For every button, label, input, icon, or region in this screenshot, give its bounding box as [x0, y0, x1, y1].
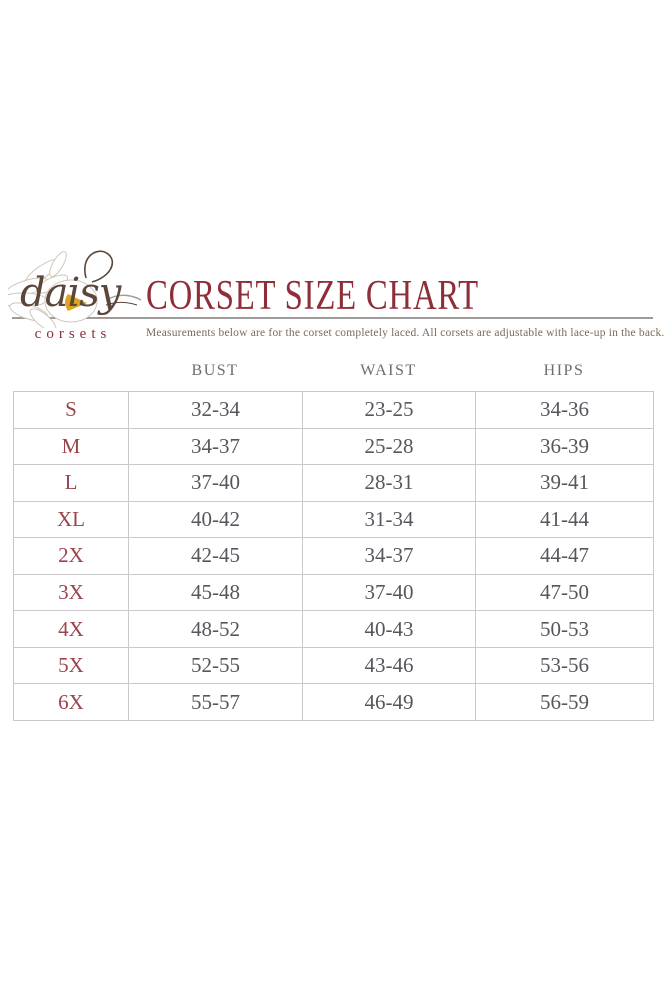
table-row: 4X 48-52 40-43 50-53 [13, 610, 654, 648]
waist-value: 40-43 [302, 610, 476, 648]
waist-value: 25-28 [302, 427, 476, 466]
bust-value: 34-37 [128, 427, 303, 466]
table-row: 2X 42-45 34-37 44-47 [13, 537, 654, 575]
table-column-headers: BUST WAIST HIPS [13, 362, 653, 380]
hips-value: 47-50 [475, 573, 654, 612]
column-header-waist: WAIST [360, 362, 417, 379]
waist-value: 46-49 [302, 683, 476, 721]
logo-corsets-text: corsets [34, 326, 112, 342]
column-header-bust: BUST [191, 362, 239, 379]
waist-value: 31-34 [302, 500, 476, 539]
size-label: 5X [13, 646, 129, 685]
size-column-spacer [13, 362, 128, 380]
size-chart-table: S 32-34 23-25 34-36 M 34-37 25-28 36-39 L 37-40 28… [13, 391, 654, 721]
divider-rule [12, 317, 653, 319]
bust-value: 42-45 [128, 537, 303, 575]
size-label: 6X [13, 683, 129, 721]
hips-value: 50-53 [475, 610, 654, 648]
logo-script-text: daisy [20, 270, 123, 316]
bust-value: 48-52 [128, 610, 303, 648]
size-label: S [13, 391, 129, 429]
size-label: 4X [13, 610, 129, 648]
waist-value: 23-25 [302, 391, 476, 429]
daisy-logo-icon: daisy [8, 250, 142, 328]
hips-value: 41-44 [475, 500, 654, 539]
table-row: 5X 52-55 43-46 53-56 [13, 646, 654, 685]
hips-value: 56-59 [475, 683, 654, 721]
size-label: M [13, 427, 129, 466]
hips-value: 36-39 [475, 427, 654, 466]
hips-value: 34-36 [475, 391, 654, 429]
bust-value: 45-48 [128, 573, 303, 612]
hips-value: 39-41 [475, 464, 654, 502]
waist-value: 43-46 [302, 646, 476, 685]
size-label: XL [13, 500, 129, 539]
table-row: XL 40-42 31-34 41-44 [13, 500, 654, 539]
hips-value: 44-47 [475, 537, 654, 575]
table-row: L 37-40 28-31 39-41 [13, 464, 654, 502]
size-label: 3X [13, 573, 129, 612]
size-label: L [13, 464, 129, 502]
waist-value: 34-37 [302, 537, 476, 575]
table-row: S 32-34 23-25 34-36 [13, 391, 654, 429]
bust-value: 55-57 [128, 683, 303, 721]
size-label: 2X [13, 537, 129, 575]
page-title: CORSET SIZE CHART [146, 273, 479, 319]
bust-value: 40-42 [128, 500, 303, 539]
subtitle-note: Measurements below are for the corset co… [146, 327, 665, 339]
logo-gold-center [65, 294, 87, 311]
hips-value: 53-56 [475, 646, 654, 685]
column-header-hips: HIPS [543, 362, 585, 379]
waist-value: 37-40 [302, 573, 476, 612]
table-row: M 34-37 25-28 36-39 [13, 427, 654, 466]
table-row: 6X 55-57 46-49 56-59 [13, 683, 654, 721]
waist-value: 28-31 [302, 464, 476, 502]
bust-value: 37-40 [128, 464, 303, 502]
bust-value: 52-55 [128, 646, 303, 685]
bust-value: 32-34 [128, 391, 303, 429]
table-row: 3X 45-48 37-40 47-50 [13, 573, 654, 612]
